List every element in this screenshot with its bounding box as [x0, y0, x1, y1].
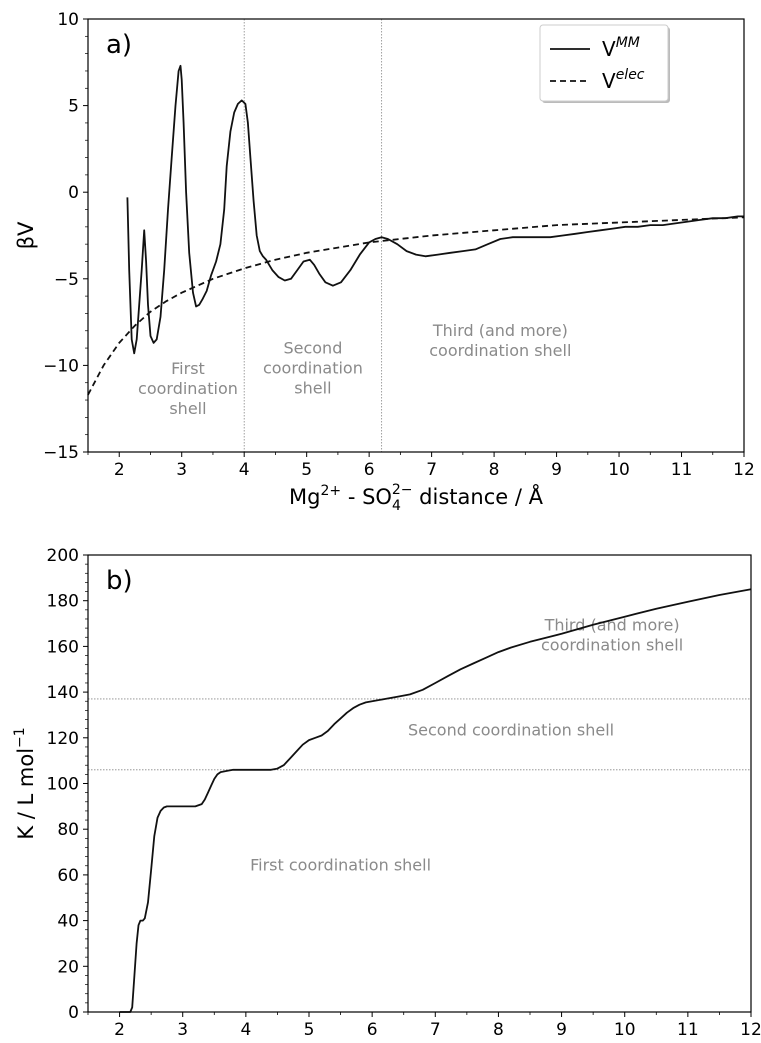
y-tick-label: 20 [57, 957, 79, 977]
series-line-mm [126, 64, 744, 355]
x-tick-label: 5 [304, 1020, 315, 1040]
legend-box [539, 24, 669, 102]
x-tick-label: 12 [740, 1020, 761, 1040]
x-tick-label: 4 [239, 460, 250, 480]
y-tick-label: 80 [57, 820, 79, 840]
legend-label-part: elec [616, 67, 645, 83]
x-axis-label-part: - SO [341, 485, 392, 509]
x-tick-label: 3 [176, 460, 187, 480]
x-axis-label-part: 4 [392, 498, 401, 514]
y-tick-label: 100 [47, 775, 79, 795]
annotation-line: coordination [263, 358, 363, 377]
y-axis-label: K / L mol−1 [12, 727, 38, 839]
x-tick-label: 5 [301, 460, 312, 480]
y-tick-label: 0 [68, 183, 79, 203]
panel-label: b) [106, 566, 133, 596]
shell-annotation: First coordination shell [250, 855, 431, 874]
x-tick-label: 6 [364, 460, 375, 480]
y-tick-label: 0 [68, 1003, 79, 1023]
legend-label-part: V [602, 69, 616, 93]
y-tick-label: 200 [47, 546, 79, 566]
x-tick-label: 9 [556, 1020, 567, 1040]
x-axis-label-part: Mg [289, 485, 320, 509]
annotation-line: Third (and more) [432, 321, 568, 340]
series-line-k [119, 588, 752, 1013]
x-axis-label-part: 2+ [321, 483, 342, 499]
x-tick-label: 10 [614, 1020, 636, 1040]
x-axis-label-part: distance / Å [413, 483, 544, 509]
x-tick-label: 11 [677, 1020, 699, 1040]
y-tick-label: 5 [68, 97, 79, 117]
annotation-line: coordination shell [429, 341, 571, 360]
y-axis-label: βV [14, 221, 38, 249]
annotation-line: Third (and more) [544, 615, 680, 634]
x-tick-label: 2 [114, 460, 125, 480]
shell-annotation: First coordination shell [138, 359, 238, 418]
legend-label: VMM [602, 35, 640, 61]
y-tick-label: 40 [57, 912, 79, 932]
y-axis-label-part: K / L mol [14, 748, 38, 840]
legend-label-part: V [602, 37, 616, 61]
y-axis-label-part: βV [14, 221, 38, 249]
y-tick-label: 120 [47, 729, 79, 749]
annotation-line: shell [169, 399, 206, 418]
x-tick-label: 8 [493, 1020, 504, 1040]
x-tick-label: 2 [114, 1020, 125, 1040]
x-tick-label: 12 [733, 460, 755, 480]
legend-label-part: MM [616, 35, 640, 51]
x-tick-label: 4 [240, 1020, 251, 1040]
y-tick-label: 140 [47, 683, 79, 703]
panel-b: Third (and more) coordination shell Second… [12, 546, 761, 1043]
annotation-line: shell [294, 378, 331, 397]
x-tick-label: 7 [430, 1020, 441, 1040]
x-axis-label-part: 2− [392, 482, 413, 498]
y-tick-label: −15 [43, 443, 79, 463]
x-tick-label: 6 [367, 1020, 378, 1040]
y-tick-label: 180 [47, 592, 79, 612]
panel-label: a) [106, 30, 132, 60]
x-axis-label: Mg2+ - SO42− distance / Å [289, 482, 544, 514]
y-tick-label: 60 [57, 866, 79, 886]
x-tick-label: 10 [608, 460, 630, 480]
annotation-line: Second [283, 338, 342, 357]
annotation-line: First coordination shell [250, 855, 431, 874]
legend-label: Velec [602, 67, 645, 93]
x-tick-label: 11 [671, 460, 693, 480]
annotation-line: coordination shell [541, 635, 683, 654]
y-axis-label-part: −1 [12, 727, 28, 748]
x-tick-label: 8 [489, 460, 500, 480]
annotation-line: Second coordination shell [408, 721, 614, 740]
y-tick-label: 160 [47, 637, 79, 657]
shell-annotation: Third (and more) coordination shell [541, 615, 683, 654]
shell-annotation: Second coordination shell [263, 338, 363, 397]
annotation-line: First [171, 359, 205, 378]
y-tick-label: −10 [43, 356, 79, 376]
y-tick-label: −5 [54, 270, 79, 290]
shell-annotation: Third (and more) coordination shell [429, 321, 571, 360]
series-line-elec [87, 216, 745, 396]
y-tick-label: 10 [57, 10, 79, 30]
x-tick-label: 3 [177, 1020, 188, 1040]
x-tick-label: 9 [551, 460, 562, 480]
shell-annotation: Second coordination shell [408, 721, 614, 740]
plot-frame [87, 18, 745, 453]
annotation-line: coordination [138, 379, 238, 398]
x-tick-label: 7 [426, 460, 437, 480]
